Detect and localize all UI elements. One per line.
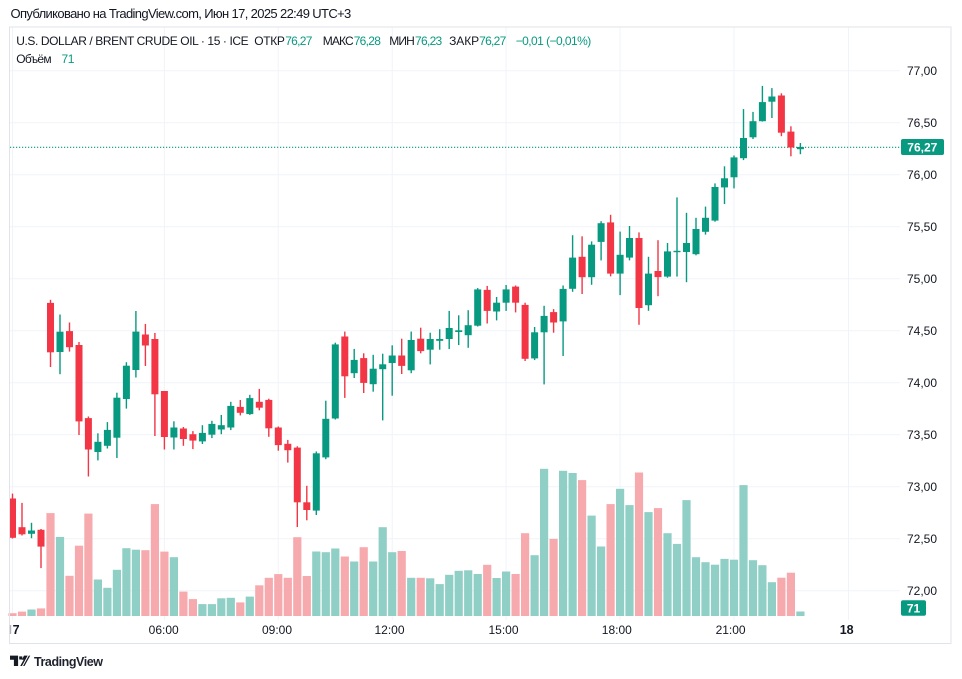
svg-text:06:00: 06:00: [149, 623, 179, 637]
svg-text:15:00: 15:00: [488, 623, 518, 637]
svg-text:73,50: 73,50: [907, 428, 937, 442]
svg-text:74,00: 74,00: [907, 376, 937, 390]
svg-text:76,27: 76,27: [907, 140, 937, 154]
svg-text:21:00: 21:00: [716, 623, 746, 637]
svg-text:71: 71: [907, 601, 921, 615]
svg-text:75,00: 75,00: [907, 272, 937, 286]
svg-text:75,50: 75,50: [907, 220, 937, 234]
svg-text:72,50: 72,50: [907, 532, 937, 546]
svg-text:73,00: 73,00: [907, 480, 937, 494]
svg-text:76,00: 76,00: [907, 168, 937, 182]
svg-text:77,00: 77,00: [907, 64, 937, 78]
svg-text:72,00: 72,00: [907, 584, 937, 598]
svg-text:18:00: 18:00: [602, 623, 632, 637]
svg-text:09:00: 09:00: [262, 623, 292, 637]
svg-text:12:00: 12:00: [374, 623, 404, 637]
svg-text:74,50: 74,50: [907, 324, 937, 338]
svg-text:76,50: 76,50: [907, 116, 937, 130]
svg-text:18: 18: [840, 623, 854, 637]
svg-text:7: 7: [13, 623, 20, 637]
